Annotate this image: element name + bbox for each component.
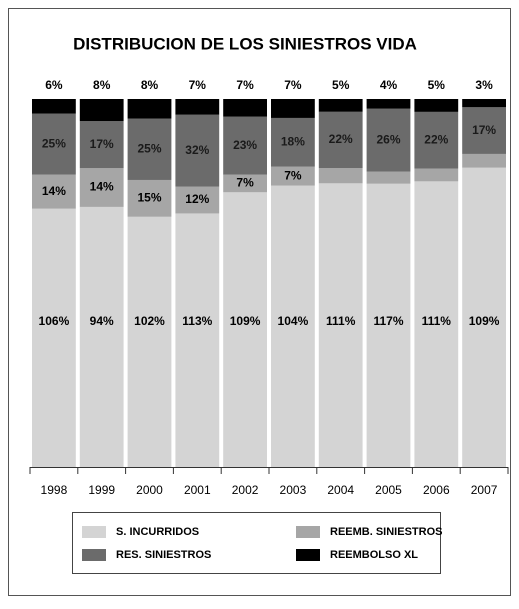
bar-segment bbox=[175, 186, 220, 214]
value-label: 111% bbox=[326, 314, 356, 328]
x-tick-label: 2004 bbox=[327, 483, 354, 497]
value-label: 17% bbox=[90, 137, 114, 151]
bar-segment bbox=[414, 168, 459, 182]
bar-segment bbox=[366, 171, 411, 184]
bar-segment bbox=[32, 99, 76, 114]
legend-label: RES. SINIESTROS bbox=[116, 549, 211, 561]
bar-segment bbox=[127, 118, 172, 180]
value-label: 14% bbox=[90, 180, 114, 194]
value-label: 7% bbox=[236, 176, 254, 190]
bar-segment bbox=[414, 181, 459, 467]
legend-label: S. INCURRIDOS bbox=[116, 526, 199, 538]
bar-segment bbox=[318, 183, 363, 468]
bar-segment bbox=[271, 185, 315, 467]
bar-segment bbox=[127, 216, 172, 467]
bar-segment bbox=[175, 213, 220, 467]
value-label: 109% bbox=[469, 314, 500, 328]
bar-segment bbox=[223, 99, 267, 117]
value-label: 6% bbox=[45, 78, 63, 92]
value-label: 25% bbox=[42, 136, 66, 150]
bar-segment bbox=[175, 99, 220, 115]
x-tick-label: 1998 bbox=[41, 483, 68, 497]
value-label: 106% bbox=[39, 314, 70, 328]
x-tick-label: 2000 bbox=[136, 483, 163, 497]
value-label: 8% bbox=[93, 78, 111, 92]
value-label: 5% bbox=[428, 78, 446, 92]
value-label: 22% bbox=[329, 132, 353, 146]
x-tick-label: 2005 bbox=[375, 483, 402, 497]
bar-segment bbox=[414, 99, 459, 112]
bar-segment bbox=[223, 192, 267, 468]
chart-title: DISTRIBUCION DE LOS SINIESTROS VIDA bbox=[73, 34, 417, 53]
x-tick-label: 1999 bbox=[88, 483, 115, 497]
bar-segment bbox=[414, 111, 459, 169]
legend-box bbox=[72, 512, 441, 574]
value-label: 5% bbox=[332, 78, 350, 92]
bar-segment bbox=[32, 208, 76, 467]
bar-segment bbox=[223, 174, 267, 193]
x-tick-label: 2007 bbox=[471, 483, 498, 497]
bar-segment bbox=[127, 179, 172, 217]
value-label: 7% bbox=[284, 168, 302, 182]
bar-segment bbox=[79, 206, 124, 467]
x-tick-label: 2003 bbox=[280, 483, 307, 497]
value-label: 7% bbox=[189, 78, 207, 92]
legend-label: REEMB. SINIESTROS bbox=[330, 526, 442, 538]
bar-segment bbox=[318, 168, 363, 184]
value-label: 117% bbox=[373, 314, 403, 328]
x-tick-label: 2006 bbox=[423, 483, 450, 497]
bar-segment bbox=[366, 183, 411, 467]
bar-segment bbox=[271, 166, 315, 186]
bar-segment bbox=[462, 153, 506, 168]
value-label: 26% bbox=[376, 132, 400, 146]
value-label: 7% bbox=[284, 78, 302, 92]
legend-swatch bbox=[82, 549, 106, 561]
bar-segment bbox=[79, 99, 124, 122]
value-label: 3% bbox=[475, 78, 493, 92]
legend-swatch bbox=[296, 549, 320, 561]
value-label: 94% bbox=[90, 314, 114, 328]
bar-segment bbox=[127, 99, 172, 119]
value-label: 18% bbox=[281, 134, 305, 148]
bar-segment bbox=[32, 113, 76, 175]
bar-segment bbox=[462, 99, 506, 108]
bar-segment bbox=[223, 116, 267, 175]
bar-segment bbox=[462, 107, 506, 154]
value-label: 7% bbox=[236, 78, 254, 92]
x-tick-label: 2001 bbox=[184, 483, 211, 497]
value-label: 8% bbox=[141, 78, 159, 92]
value-label: 111% bbox=[422, 314, 452, 328]
value-label: 15% bbox=[137, 191, 161, 205]
value-label: 14% bbox=[42, 184, 66, 198]
bar-segment bbox=[271, 99, 315, 118]
value-label: 32% bbox=[185, 143, 209, 157]
bar-segment bbox=[271, 117, 315, 167]
value-label: 23% bbox=[233, 138, 257, 152]
value-label: 4% bbox=[380, 78, 398, 92]
value-label: 109% bbox=[230, 314, 261, 328]
bar-segment bbox=[79, 121, 124, 169]
bar-segment bbox=[366, 108, 411, 172]
bar-segment bbox=[318, 111, 363, 168]
bar-segment bbox=[366, 99, 411, 109]
legend-swatch bbox=[82, 526, 106, 538]
bar-segment bbox=[79, 168, 124, 207]
value-label: 22% bbox=[424, 132, 448, 146]
value-label: 113% bbox=[182, 314, 212, 328]
value-label: 102% bbox=[134, 314, 165, 328]
bar-segment bbox=[462, 167, 506, 467]
x-tick-label: 2002 bbox=[232, 483, 259, 497]
value-label: 12% bbox=[185, 192, 209, 206]
bar-segment bbox=[32, 174, 76, 209]
value-label: 25% bbox=[137, 141, 161, 155]
bar-segment bbox=[318, 99, 363, 112]
value-label: 104% bbox=[278, 314, 309, 328]
bar-segment bbox=[175, 114, 220, 187]
legend-swatch bbox=[296, 526, 320, 538]
value-label: 17% bbox=[472, 123, 496, 137]
legend-label: REEMBOLSO XL bbox=[330, 549, 418, 561]
